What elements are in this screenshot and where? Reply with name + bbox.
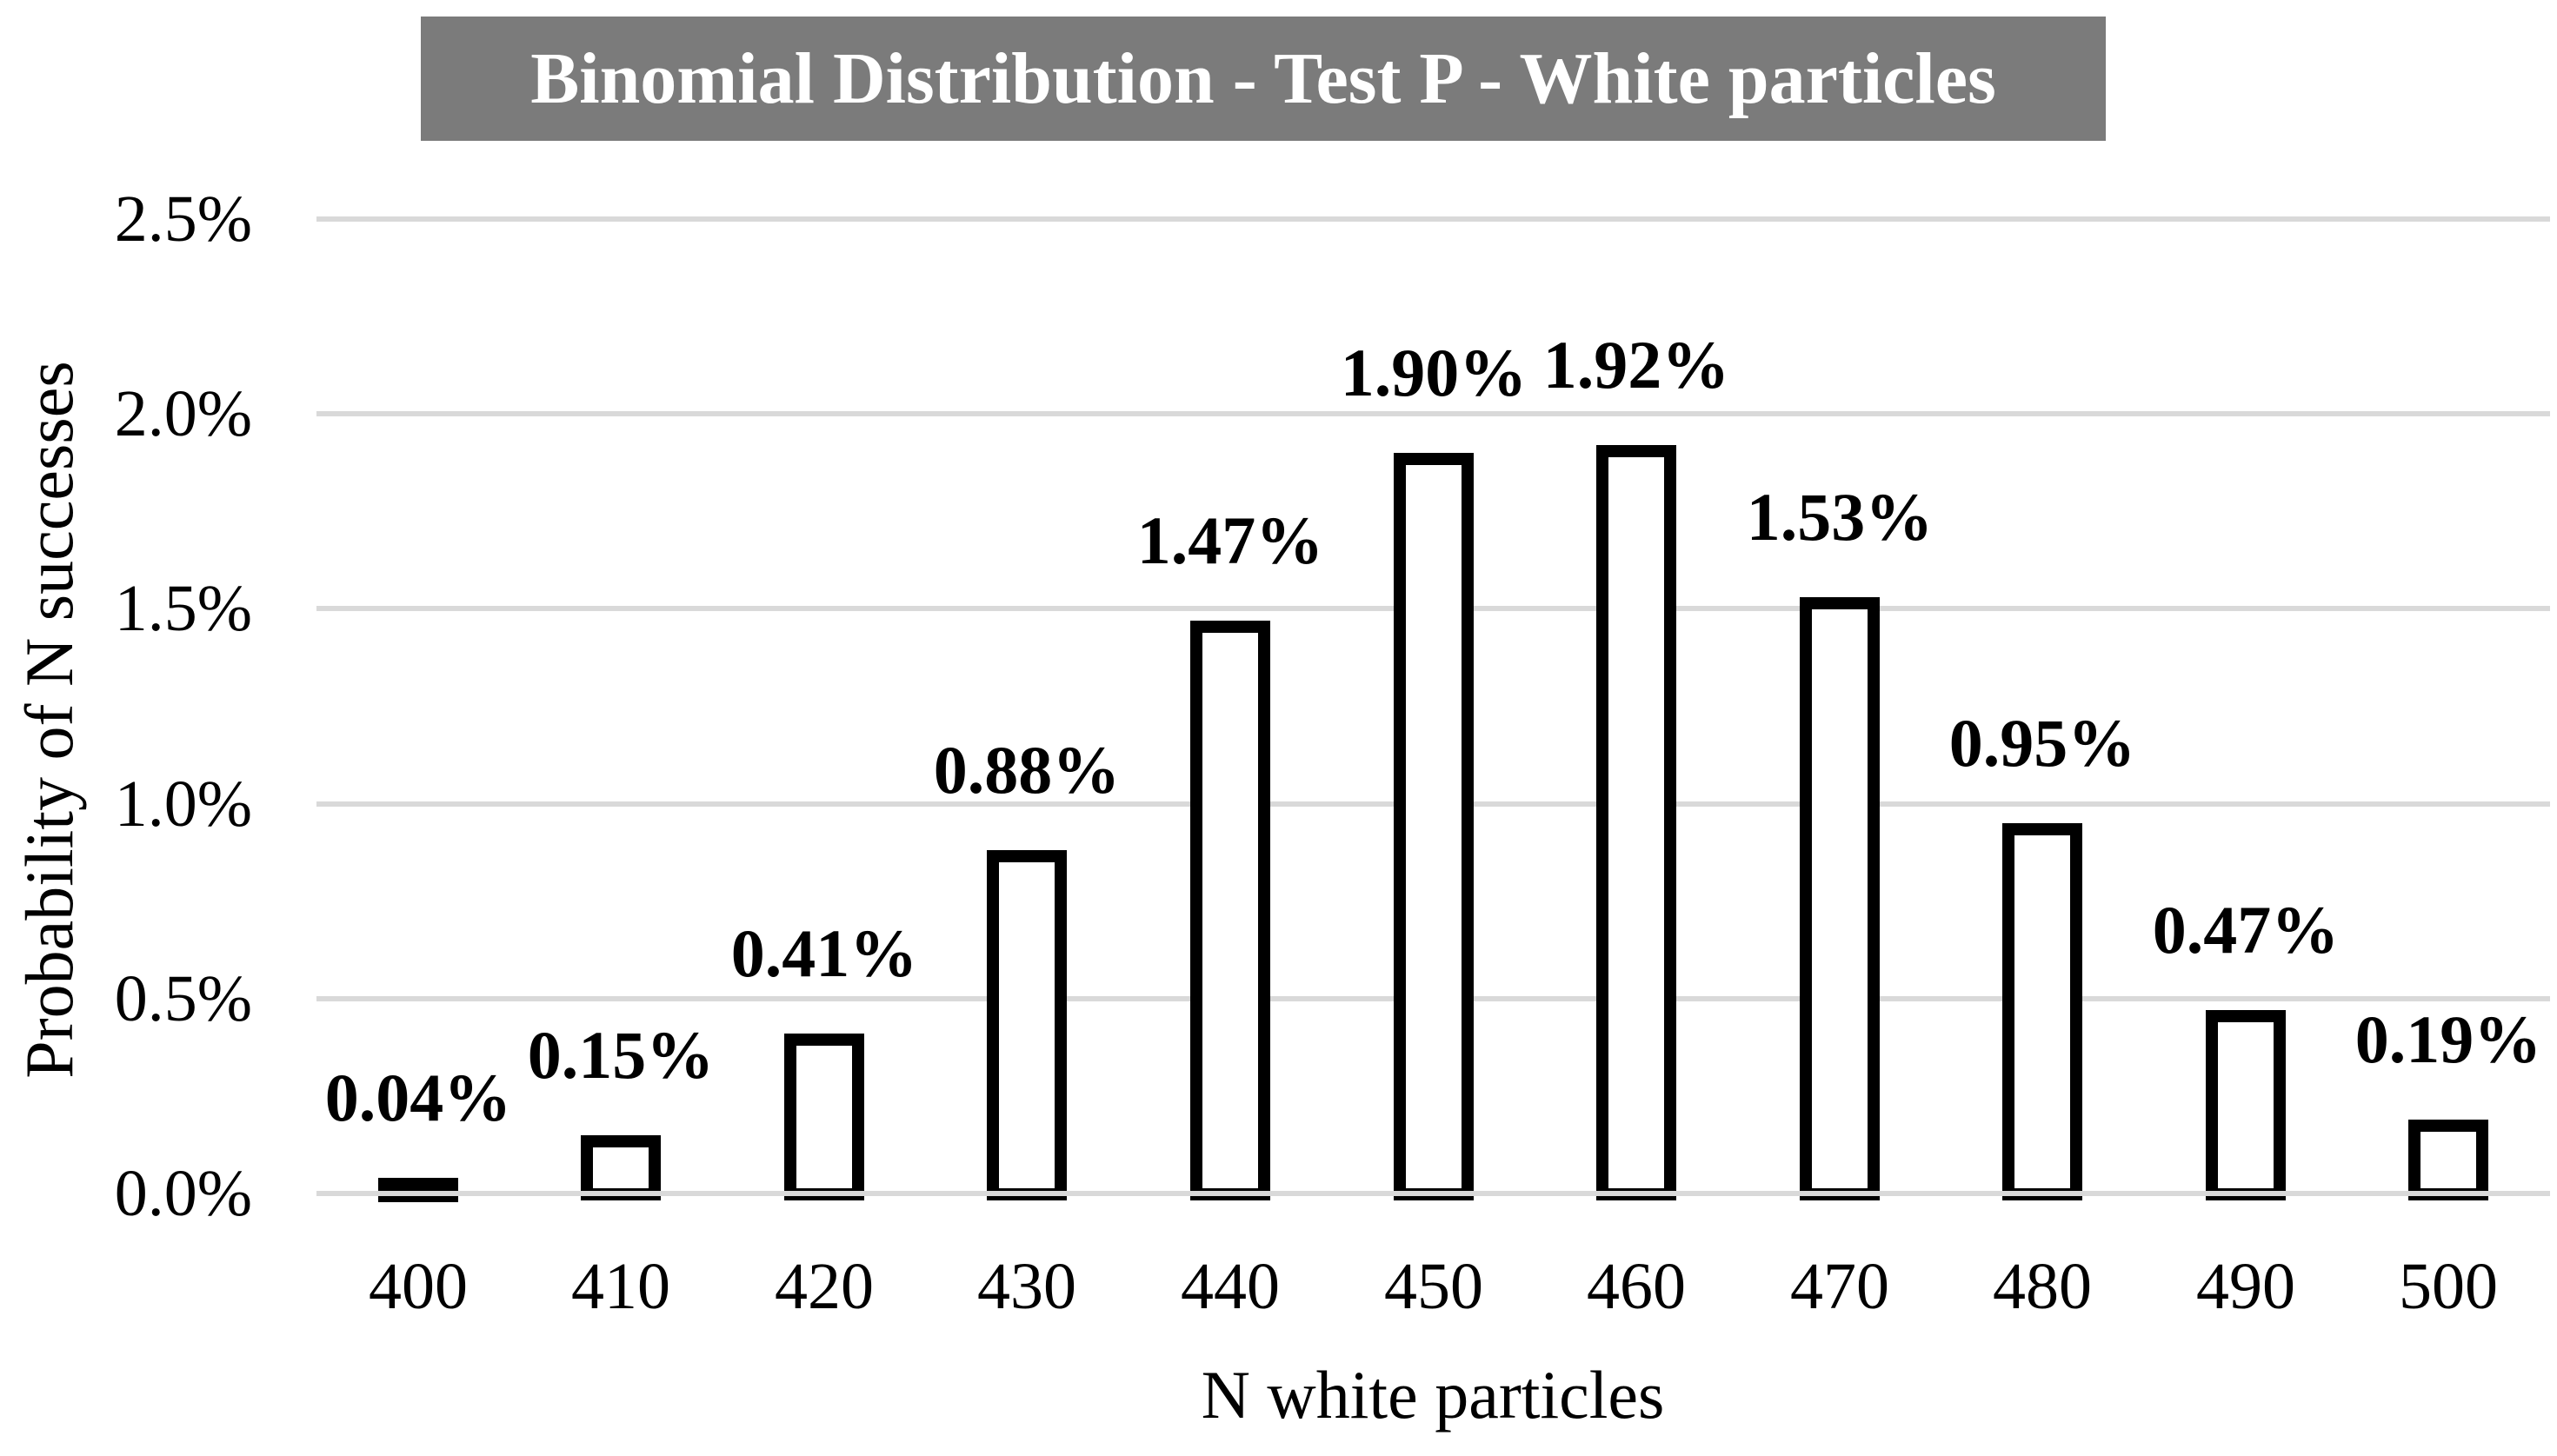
x-axis-tick-label: 450 <box>1384 1250 1483 1323</box>
bar <box>378 1178 458 1202</box>
bar-value-label: 0.47% <box>2152 892 2340 967</box>
bar <box>987 850 1067 1200</box>
bar-value-label: 0.04% <box>324 1060 512 1135</box>
x-axis-tick-label: 420 <box>775 1250 874 1323</box>
bar <box>1800 597 1880 1200</box>
bar-value-label: 0.88% <box>933 732 1121 808</box>
bar <box>784 1034 864 1200</box>
x-axis-tick-label: 430 <box>977 1250 1076 1323</box>
bar-value-label: 0.15% <box>527 1017 715 1093</box>
y-axis-tick-label: 0.5% <box>114 962 252 1035</box>
bar <box>1190 621 1270 1200</box>
x-axis-tick-label: 410 <box>571 1250 670 1323</box>
y-axis-tick-label: 2.0% <box>114 377 252 450</box>
y-axis-tick-label: 1.0% <box>114 768 252 841</box>
x-axis-tick-label: 480 <box>1993 1250 2092 1323</box>
gridline <box>316 411 2550 416</box>
bar-value-label: 1.92% <box>1542 327 1730 402</box>
gridline <box>316 216 2550 222</box>
x-axis-line <box>316 1191 2550 1196</box>
bar-value-label: 1.90% <box>1340 335 1528 410</box>
x-axis-tick-label: 470 <box>1790 1250 1889 1323</box>
bar-value-label: 0.41% <box>730 915 918 991</box>
bar <box>1394 453 1474 1200</box>
x-axis-tick-label: 440 <box>1181 1250 1280 1323</box>
chart-title: Binomial Distribution - Test P - White p… <box>421 17 2106 141</box>
bar <box>1596 445 1676 1200</box>
bar-value-label: 1.47% <box>1136 502 1324 578</box>
x-axis-tick-label: 460 <box>1587 1250 1686 1323</box>
bar-value-label: 0.95% <box>1948 705 2136 781</box>
bar-value-label: 0.19% <box>2354 1001 2542 1077</box>
y-axis-tick-label: 2.5% <box>114 183 252 256</box>
bar <box>2206 1010 2286 1200</box>
bar <box>2002 823 2082 1200</box>
y-axis-tick-label: 1.5% <box>114 572 252 645</box>
x-axis-tick-label: 400 <box>369 1250 468 1323</box>
y-axis-tick-label: 0.0% <box>114 1157 252 1230</box>
x-axis-tick-label: 500 <box>2399 1250 2498 1323</box>
x-axis-tick-label: 490 <box>2196 1250 2295 1323</box>
bar <box>2408 1120 2488 1200</box>
x-axis-title: N white particles <box>1201 1357 1665 1433</box>
bar-value-label: 1.53% <box>1746 479 1934 555</box>
